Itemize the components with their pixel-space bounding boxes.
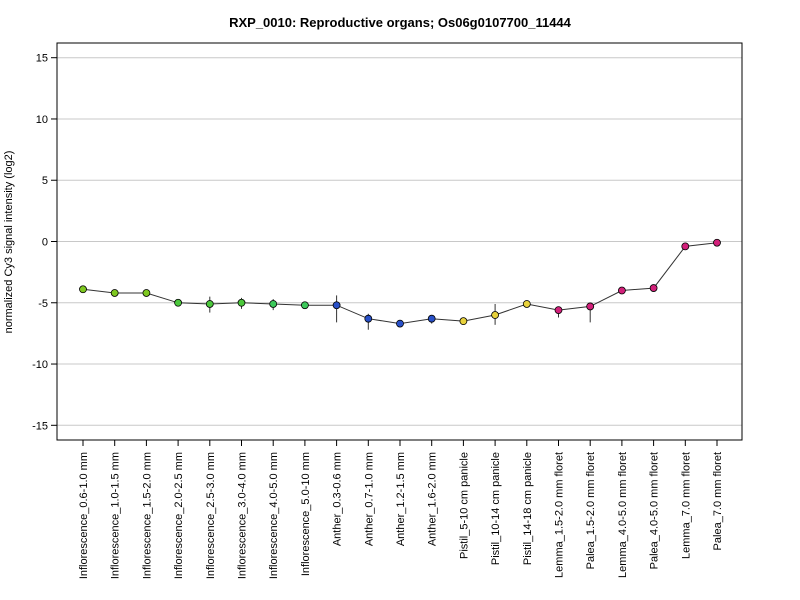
data-series — [79, 238, 721, 330]
y-tick-label: 0 — [42, 237, 48, 249]
data-point — [459, 317, 468, 326]
chart-title: RXP_0010: Reproductive organs; Os06g0107… — [229, 15, 572, 30]
x-tick-label: Inflorescence_5.0-10 mm — [300, 452, 312, 576]
y-tick-label: 15 — [36, 53, 48, 65]
x-tick-label: Anther_0.3-0.6 mm — [332, 452, 344, 546]
data-point — [142, 289, 151, 297]
x-tick-label: Inflorescence_2.0-2.5 mm — [173, 452, 185, 579]
x-tick-label: Palea_4.0-5.0 mm floret — [649, 452, 661, 569]
data-point — [174, 298, 183, 307]
x-tick-label: Inflorescence_3.0-4.0 mm — [237, 452, 249, 579]
data-point — [269, 300, 278, 308]
x-tick-label: Inflorescence_1.5-2.0 mm — [141, 452, 153, 579]
data-point — [681, 242, 690, 251]
x-tick-label: Pistil_14-18 cm panicle — [522, 452, 534, 565]
data-point — [79, 285, 87, 294]
x-tick-label: Inflorescence_2.5-3.0 mm — [205, 452, 217, 579]
y-tick-label: 10 — [36, 114, 48, 126]
data-point — [332, 301, 341, 310]
x-tick-label: Inflorescence_4.0-5.0 mm — [268, 452, 280, 579]
x-tick-label: Inflorescence_1.0-1.5 mm — [110, 452, 122, 579]
x-tick-label: Pistil_5-10 cm panicle — [458, 452, 470, 559]
series-line — [82, 242, 718, 325]
data-point — [713, 238, 721, 247]
y-axis-title: normalized Cy3 signal intensity (log2) — [3, 151, 15, 334]
x-axis: Inflorescence_0.6-1.0 mm Inflorescence_1.… — [78, 440, 724, 579]
x-tick-label: Anther_0.7-1.0 mm — [363, 452, 375, 546]
data-point — [300, 301, 309, 310]
x-tick-label: Palea_1.5-2.0 mm floret — [585, 452, 597, 569]
grid-lines — [57, 57, 742, 426]
y-tick-label: -5 — [38, 298, 48, 310]
x-tick-label: Anther_1.6-2.0 mm — [427, 452, 439, 546]
x-tick-label: Inflorescence_0.6-1.0 mm — [78, 452, 90, 579]
y-tick-label: -10 — [32, 359, 48, 371]
data-point — [396, 319, 404, 328]
y-axis: -15 -10 -5 0 5 10 15 — [32, 53, 57, 432]
x-tick-label: Pistil_10-14 cm panicle — [490, 452, 502, 565]
y-tick-label: -15 — [32, 420, 48, 432]
data-point — [554, 306, 563, 315]
data-point — [586, 302, 595, 311]
x-tick-label: Lemma_7.0 mm floret — [680, 452, 692, 559]
data-point — [364, 314, 373, 323]
data-point — [110, 289, 119, 297]
x-tick-label: Palea_7.0 mm floret — [712, 452, 724, 550]
x-tick-label: Anther_1.2-1.5 mm — [395, 452, 407, 546]
data-point — [427, 314, 436, 323]
data-point — [522, 300, 531, 308]
x-tick-label: Lemma_1.5-2.0 mm floret — [554, 452, 566, 578]
data-point — [491, 311, 500, 319]
y-tick-label: 5 — [42, 175, 48, 187]
data-point — [649, 284, 658, 292]
data-point — [618, 286, 626, 295]
x-tick-label: Lemma_4.0-5.0 mm floret — [617, 452, 629, 578]
data-point — [237, 298, 246, 307]
data-point — [205, 300, 214, 308]
